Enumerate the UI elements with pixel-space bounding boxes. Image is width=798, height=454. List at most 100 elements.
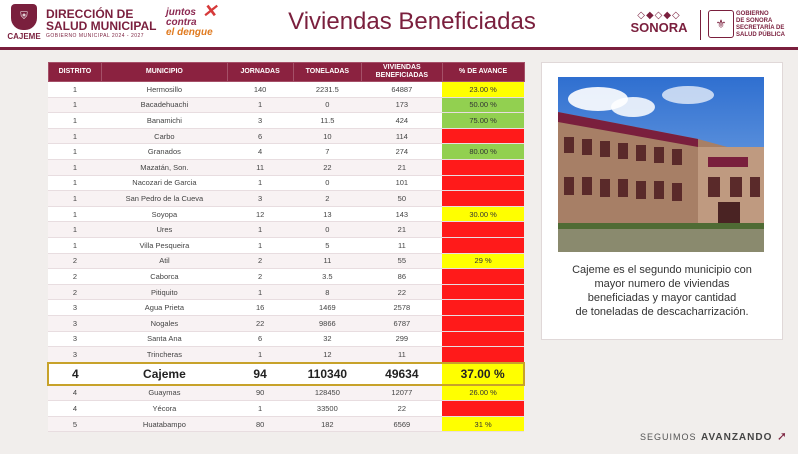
cell-toneladas: 9866 xyxy=(293,315,362,332)
table-row: 4 Guaymas 90 128450 12077 26.00 % xyxy=(48,384,524,402)
slogan-seguimos: SEGUIMOS xyxy=(640,432,697,442)
cell-distrito: 3 xyxy=(48,299,102,316)
cell-jornadas: 3 xyxy=(227,112,294,129)
cell-distrito: 3 xyxy=(48,315,102,332)
beneficiary-table: DISTRITO MUNICIPIO JORNADAS TONELADAS VI… xyxy=(47,62,525,433)
cell-toneladas: 11.5 xyxy=(293,112,362,129)
table-row: 1 Banamichi 3 11.5 424 75.00 % xyxy=(48,112,524,129)
cell-municipio: Carbo xyxy=(101,128,227,145)
cell-avance: 30.00 % xyxy=(442,206,524,223)
cell-distrito: 4 xyxy=(48,400,102,417)
cell-avance: 31 % xyxy=(442,416,524,433)
cell-toneladas: 3.5 xyxy=(293,268,362,285)
cell-distrito: 1 xyxy=(48,112,102,129)
cell-avance: 37.00 % xyxy=(442,361,525,386)
arrow-icon: ➚ xyxy=(776,429,787,443)
cell-toneladas: 2 xyxy=(293,190,362,207)
gobierno-text: GOBIERNO DE SONORA SECRETARÍA DE SALUD P… xyxy=(736,11,794,39)
cell-municipio: Mazatán, Son. xyxy=(101,159,227,176)
caption-line3: beneficiadas y mayor cantidad xyxy=(587,292,737,304)
cell-distrito: 1 xyxy=(48,97,102,114)
page-title: Viviendas Beneficiadas xyxy=(288,8,536,35)
header-municipio: MUNICIPIO xyxy=(101,62,228,82)
table-row: 1 Bacadehuachi 1 0 173 50.00 % xyxy=(48,97,524,114)
cell-distrito: 1 xyxy=(48,221,102,238)
cell-distrito: 1 xyxy=(48,175,102,192)
cajeme-shield-icon: ⛨ xyxy=(11,4,37,30)
cell-distrito: 1 xyxy=(48,81,102,98)
cell-toneladas: 33500 xyxy=(293,400,362,417)
dept-line2: SALUD MUNICIPAL xyxy=(46,19,157,33)
cell-distrito: 1 xyxy=(48,237,102,254)
slogan-avanzando: AVANZANDO xyxy=(700,432,773,443)
table-row: 1 Hermosillo 140 2231.5 64887 23.00 % xyxy=(48,81,524,98)
cell-jornadas: 1 xyxy=(227,400,294,417)
cell-toneladas: 7 xyxy=(293,143,362,160)
cell-avance xyxy=(442,237,524,254)
cell-municipio: Pitiquito xyxy=(101,284,227,301)
cajeme-label: CAJEME xyxy=(7,32,41,41)
cell-distrito: 3 xyxy=(48,331,102,348)
cell-toneladas: 182 xyxy=(293,416,362,433)
cell-municipio: Villa Pesqueira xyxy=(101,237,227,254)
cell-toneladas: 0 xyxy=(293,221,362,238)
cell-viviendas: 21 xyxy=(361,159,443,176)
table-row: 3 Agua Prieta 16 1469 2578 xyxy=(48,299,524,316)
cell-viviendas: 6787 xyxy=(361,315,443,332)
cell-viviendas: 299 xyxy=(361,331,443,348)
caption-line1: Cajeme es el segundo municipio con xyxy=(572,264,752,276)
cell-jornadas: 1 xyxy=(227,284,294,301)
cell-distrito: 2 xyxy=(48,268,102,285)
table-row: 1 Granados 4 7 274 80.00 % xyxy=(48,143,524,160)
table-row: 2 Pitiquito 1 8 22 xyxy=(48,284,524,301)
cell-jornadas: 3 xyxy=(227,190,294,207)
cell-municipio: Granados xyxy=(101,143,227,160)
cell-jornadas: 80 xyxy=(227,416,294,433)
table-row: 1 Mazatán, Son. 11 22 21 xyxy=(48,159,524,176)
cell-viviendas: 143 xyxy=(361,206,443,223)
cell-distrito: 2 xyxy=(48,253,102,270)
cell-toneladas: 128450 xyxy=(293,384,362,402)
gob-line3: SECRETARÍA DE xyxy=(736,25,785,31)
cajeme-logo: ⛨ CAJEME xyxy=(6,4,42,44)
header-jornadas: JORNADAS xyxy=(226,62,294,82)
cell-municipio: Caborca xyxy=(101,268,227,285)
cell-municipio: Huatabampo xyxy=(101,416,227,433)
cell-avance: 80.00 % xyxy=(442,143,524,160)
campaign-line3: el dengue xyxy=(166,27,213,38)
cell-municipio: Soyopa xyxy=(101,206,227,223)
footer-slogan: SEGUIMOS AVANZANDO ➚ xyxy=(640,427,790,445)
state-seal-icon: ⚜ xyxy=(708,10,734,38)
cell-viviendas: 21 xyxy=(361,221,443,238)
department-name: DIRECCIÓN DE SALUD MUNICIPAL GOBIERNO MU… xyxy=(46,8,161,39)
cell-municipio: San Pedro de la Cueva xyxy=(101,190,227,207)
building-illustration xyxy=(558,77,764,252)
cell-viviendas: 64887 xyxy=(361,81,443,98)
cell-avance xyxy=(442,175,524,192)
cell-municipio: Yécora xyxy=(101,400,227,417)
cell-jornadas: 6 xyxy=(227,331,294,348)
dept-line1: DIRECCIÓN DE xyxy=(46,7,134,21)
cell-jornadas: 1 xyxy=(227,175,294,192)
cell-viviendas: 274 xyxy=(361,143,443,160)
cell-toneladas: 13 xyxy=(293,206,362,223)
gob-line4: SALUD PÚBLICA xyxy=(736,32,785,38)
logo-divider xyxy=(700,10,701,40)
cell-viviendas: 49634 xyxy=(361,361,443,386)
cell-toneladas: 110340 xyxy=(293,361,362,386)
cell-viviendas: 22 xyxy=(361,284,443,301)
cell-municipio: Atil xyxy=(101,253,227,270)
cell-jornadas: 22 xyxy=(227,315,294,332)
cell-jornadas: 1 xyxy=(227,97,294,114)
cell-jornadas: 1 xyxy=(227,237,294,254)
cell-avance: 26.00 % xyxy=(442,384,524,402)
table-row: 1 Ures 1 0 21 xyxy=(48,221,524,238)
cell-municipio: Banamichi xyxy=(101,112,227,129)
cell-distrito: 1 xyxy=(48,143,102,160)
cell-jornadas: 1 xyxy=(227,346,294,364)
cell-toneladas: 12 xyxy=(293,346,362,364)
gob-line1: GOBIERNO xyxy=(736,11,769,17)
cell-toneladas: 0 xyxy=(293,175,362,192)
cell-municipio: Bacadehuachi xyxy=(101,97,227,114)
header-viviendas: VIVIENDAS BENEFICIADAS xyxy=(361,62,443,82)
